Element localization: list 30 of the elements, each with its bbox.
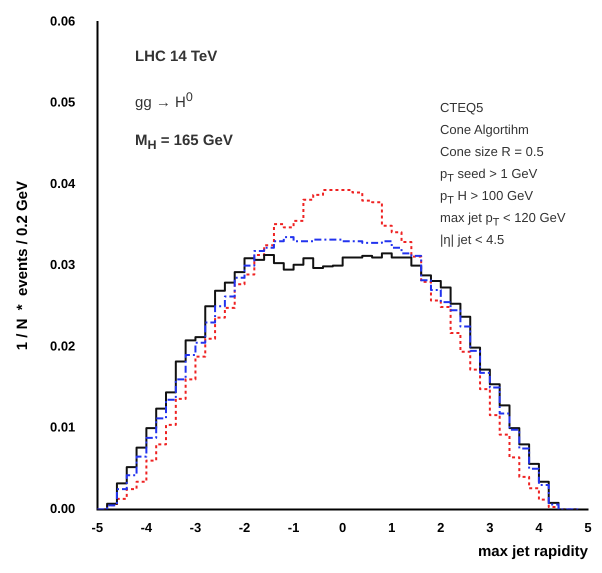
y-tick-label: 0.02 — [50, 338, 76, 354]
annotation: LHC 14 TeV — [135, 48, 218, 65]
x-tick-label: -2 — [238, 520, 250, 535]
y-tick-label: 0.00 — [50, 500, 76, 516]
x-axis-title: max jet rapidity — [478, 543, 589, 560]
x-tick-label: -5 — [92, 520, 104, 535]
annotation: Cone size R = 0.5 — [440, 144, 544, 159]
x-tick-label: 4 — [535, 520, 544, 535]
x-tick-label: 0 — [339, 520, 346, 535]
x-tick-label: 5 — [584, 520, 592, 535]
y-axis-title: 1 / N * events / 0.2 GeV — [14, 180, 32, 350]
y-tick-label: 0.06 — [50, 13, 76, 28]
annotation: |η| jet < 4.5 — [440, 232, 504, 247]
x-tick-label: -3 — [190, 520, 202, 535]
annotation: p$_{T}$ seed > 1 GeV — [440, 166, 538, 185]
annotation: max jet p$_{T}$ < 120 GeV — [440, 210, 566, 229]
y-tick-label: 0.04 — [50, 176, 76, 191]
annotation: gg → H$^{0}$ — [135, 90, 193, 111]
x-tick-label: -1 — [288, 520, 300, 535]
x-tick-label: 3 — [486, 520, 494, 535]
annotation: M$_{H}$ = 165 GeV — [135, 132, 233, 152]
y-tick-label: 0.01 — [50, 420, 76, 435]
annotation: p$_{T}$ H > 100 GeV — [440, 188, 533, 207]
x-tick-label: 2 — [437, 520, 444, 535]
x-tick-label: -4 — [140, 520, 153, 535]
y-tick-label: 0.03 — [50, 257, 76, 272]
annotation: CTEQ5 — [440, 100, 484, 115]
x-tick-label: 1 — [388, 520, 396, 535]
annotation: Cone Algortihm — [440, 122, 529, 137]
y-tick-label: 0.05 — [50, 94, 76, 110]
